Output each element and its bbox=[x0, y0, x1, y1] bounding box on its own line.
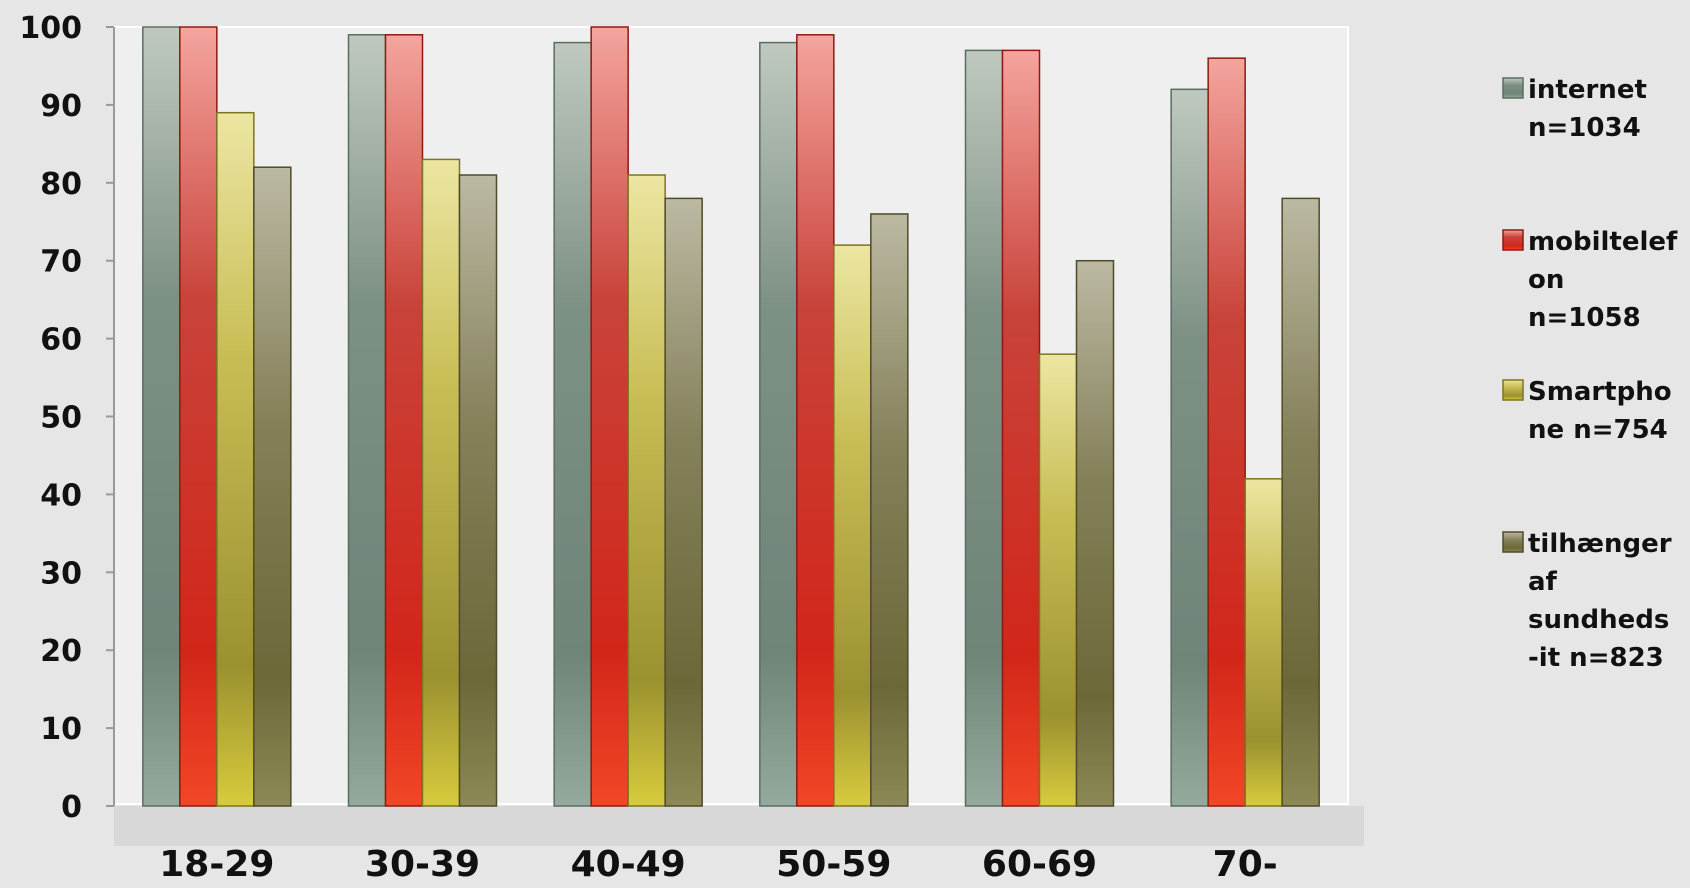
x-tick-label: 60-69 bbox=[982, 844, 1097, 884]
bar bbox=[833, 244, 872, 807]
y-axis: 0 10 20 30 40 50 60 70 80 90 100 bbox=[19, 11, 114, 825]
bar bbox=[664, 197, 703, 807]
bar bbox=[627, 174, 666, 807]
bar bbox=[253, 166, 292, 807]
bar bbox=[759, 41, 798, 807]
plot-area bbox=[113, 26, 1349, 805]
x-tick-label: 50-59 bbox=[776, 844, 891, 884]
y-tick-label: 20 bbox=[40, 634, 82, 669]
bar bbox=[590, 26, 629, 807]
bar bbox=[1207, 57, 1246, 807]
bar bbox=[1038, 353, 1078, 807]
y-tick-label: 60 bbox=[40, 323, 82, 358]
y-tick-label: 30 bbox=[40, 556, 82, 591]
x-tick-label: 30-39 bbox=[365, 844, 480, 884]
bar bbox=[1075, 259, 1115, 807]
bar bbox=[796, 34, 835, 807]
legend-swatch bbox=[1502, 531, 1524, 553]
bar bbox=[421, 158, 461, 807]
bars bbox=[142, 26, 1320, 807]
y-tick-label: 70 bbox=[40, 245, 82, 280]
x-tick-label: 70- bbox=[1213, 844, 1278, 884]
legend-label: internet n=1034 bbox=[1528, 75, 1647, 143]
bar bbox=[553, 41, 592, 807]
bar bbox=[1001, 49, 1041, 807]
legend-swatch bbox=[1502, 77, 1524, 99]
bar bbox=[964, 49, 1004, 807]
x-tick-label: 40-49 bbox=[571, 844, 686, 884]
bar bbox=[1170, 88, 1209, 807]
bar bbox=[179, 26, 218, 807]
bar bbox=[870, 213, 909, 807]
y-tick-label: 90 bbox=[40, 89, 82, 124]
legend-label: tilhænger af sundheds -it n=823 bbox=[1528, 529, 1672, 673]
legend-swatch bbox=[1502, 229, 1524, 251]
bar bbox=[216, 111, 255, 807]
legend: internet n=1034 mobiltelef on n=1058 Smartpho… bbox=[1502, 75, 1678, 673]
bar bbox=[142, 26, 181, 807]
bar bbox=[384, 34, 424, 807]
y-tick-label: 40 bbox=[40, 478, 82, 513]
legend-label: mobiltelef on n=1058 bbox=[1528, 227, 1678, 333]
bar bbox=[458, 174, 498, 807]
y-tick-label: 50 bbox=[40, 401, 82, 436]
legend-swatch bbox=[1502, 379, 1524, 401]
y-tick-label: 0 bbox=[61, 790, 82, 825]
bar bbox=[1244, 478, 1283, 807]
y-tick-label: 10 bbox=[40, 712, 82, 747]
x-axis: 18-29 30-39 40-49 50-59 60-69 70- bbox=[159, 844, 1278, 885]
legend-label: Smartpho ne n=754 bbox=[1528, 377, 1672, 445]
y-tick-label: 100 bbox=[19, 11, 82, 46]
x-tick-label: 18-29 bbox=[159, 844, 274, 884]
y-tick-label: 80 bbox=[40, 167, 82, 202]
bar bbox=[347, 34, 387, 807]
x-axis-band bbox=[114, 806, 1364, 846]
bar bbox=[1281, 197, 1320, 807]
